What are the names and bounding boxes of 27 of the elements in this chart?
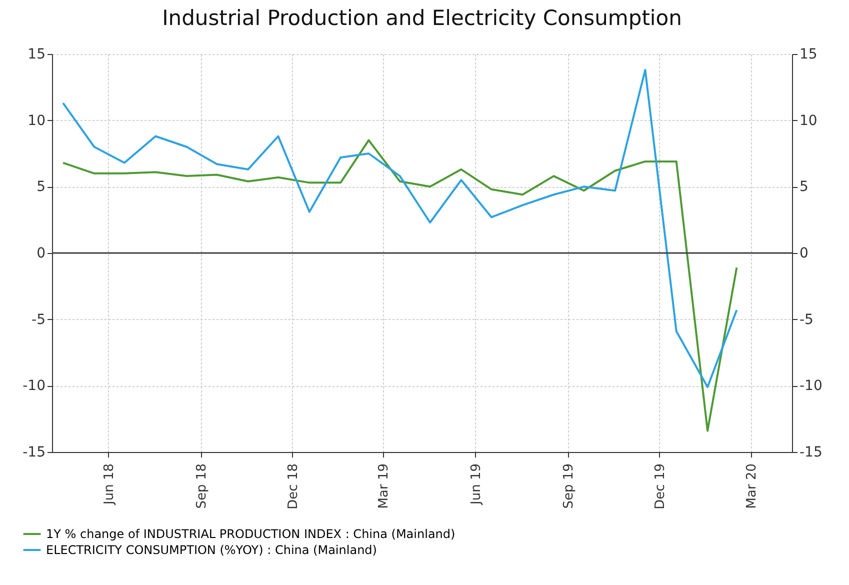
y-tick-label: -5 [32, 312, 46, 328]
x-tick-label: Jun 19 [468, 464, 484, 506]
y-tick-label: 10 [28, 112, 46, 129]
y2-tick-label: -10 [800, 378, 822, 394]
y-tick-label: 15 [28, 46, 46, 62]
x-tick-label: Mar 19 [376, 464, 392, 509]
line-series [62, 139, 738, 432]
legend-label: 1Y % change of INDUSTRIAL PRODUCTION INDEX : China (Mainland) [46, 527, 456, 541]
x-tick-label: Sep 18 [194, 464, 210, 509]
y-tick-label: 5 [36, 179, 46, 196]
y2-tick-label: 0 [800, 246, 808, 262]
y2-tick-label: 5 [800, 179, 808, 196]
x-tick-label: Jun 18 [102, 464, 117, 506]
y2-tick-label: 10 [800, 112, 818, 129]
x-tick-label: Dec 19 [652, 464, 668, 510]
y-tick-label: 0 [36, 246, 46, 262]
x-tick-label: Mar 20 [744, 464, 760, 509]
y2-tick-label: -15 [800, 444, 822, 460]
x-tick-label: Sep 19 [561, 464, 576, 509]
x-tick-label: Dec 18 [286, 464, 301, 510]
legend-label: ELECTRICITY CONSUMPTION (%YOY) : China (Mainland) [46, 543, 377, 557]
y2-tick-label: 15 [800, 46, 818, 62]
y-tick-label: -15 [22, 444, 46, 460]
chart-title: Industrial Production and Electricity Consumption [162, 6, 682, 30]
y-tick-label: -10 [22, 378, 46, 394]
line-series [62, 68, 738, 388]
y2-tick-label: -5 [800, 312, 814, 328]
